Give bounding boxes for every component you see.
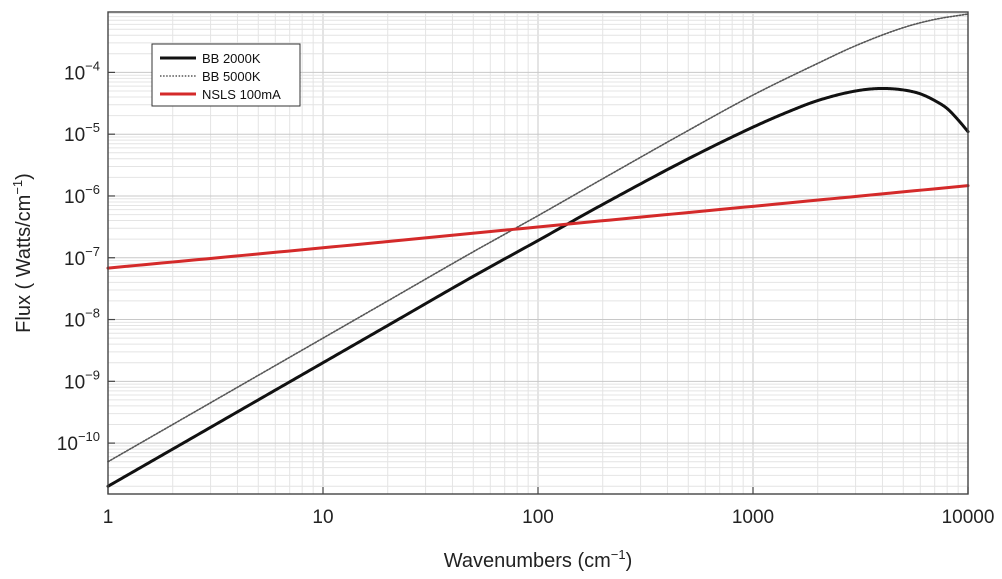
y-tick-label: 10−10 (57, 429, 100, 455)
y-tick-label: 10−7 (64, 244, 100, 270)
y-tick-label: 10−6 (64, 182, 100, 208)
x-tick-label: 10000 (942, 507, 995, 528)
y-tick-label: 10−5 (64, 120, 100, 146)
x-axis-ticks: 1 10 100 1000 10000 (103, 487, 995, 528)
series-line-bb-2000k (106, 86, 970, 488)
legend-label-bb-2000k: BB 2000K (202, 51, 261, 66)
y-axis-label: Flux ( Watts/cm−1) (10, 173, 35, 333)
x-tick-label: 1000 (732, 507, 774, 528)
legend-item-bb-5000k: BB 5000K (160, 69, 261, 84)
legend-label-bb-5000k: BB 5000K (202, 69, 261, 84)
series-layer (106, 13, 970, 488)
legend: BB 2000K BB 5000K NSLS 100mA (151, 43, 301, 107)
x-tick-label: 10 (312, 507, 333, 528)
x-axis-label: Wavenumbers (cm−1) (444, 547, 633, 572)
x-tick-label: 1 (103, 507, 114, 528)
legend-item-nsls-100ma: NSLS 100mA (160, 87, 281, 102)
y-axis-ticks: 10−10 10−9 10−8 10−7 10−6 10−5 10−4 (57, 58, 115, 455)
x-tick-label: 100 (522, 507, 554, 528)
y-tick-label: 10−8 (64, 306, 100, 332)
y-tick-label: 10−9 (64, 367, 100, 393)
y-tick-label: 10−4 (64, 58, 100, 84)
legend-label-nsls-100ma: NSLS 100mA (202, 87, 281, 102)
legend-box (151, 43, 301, 107)
series-line-bb-5000k (107, 13, 969, 463)
series-line-nsls-100ma (106, 184, 970, 270)
grid-lines (107, 12, 968, 494)
legend-item-bb-2000k: BB 2000K (160, 51, 261, 66)
